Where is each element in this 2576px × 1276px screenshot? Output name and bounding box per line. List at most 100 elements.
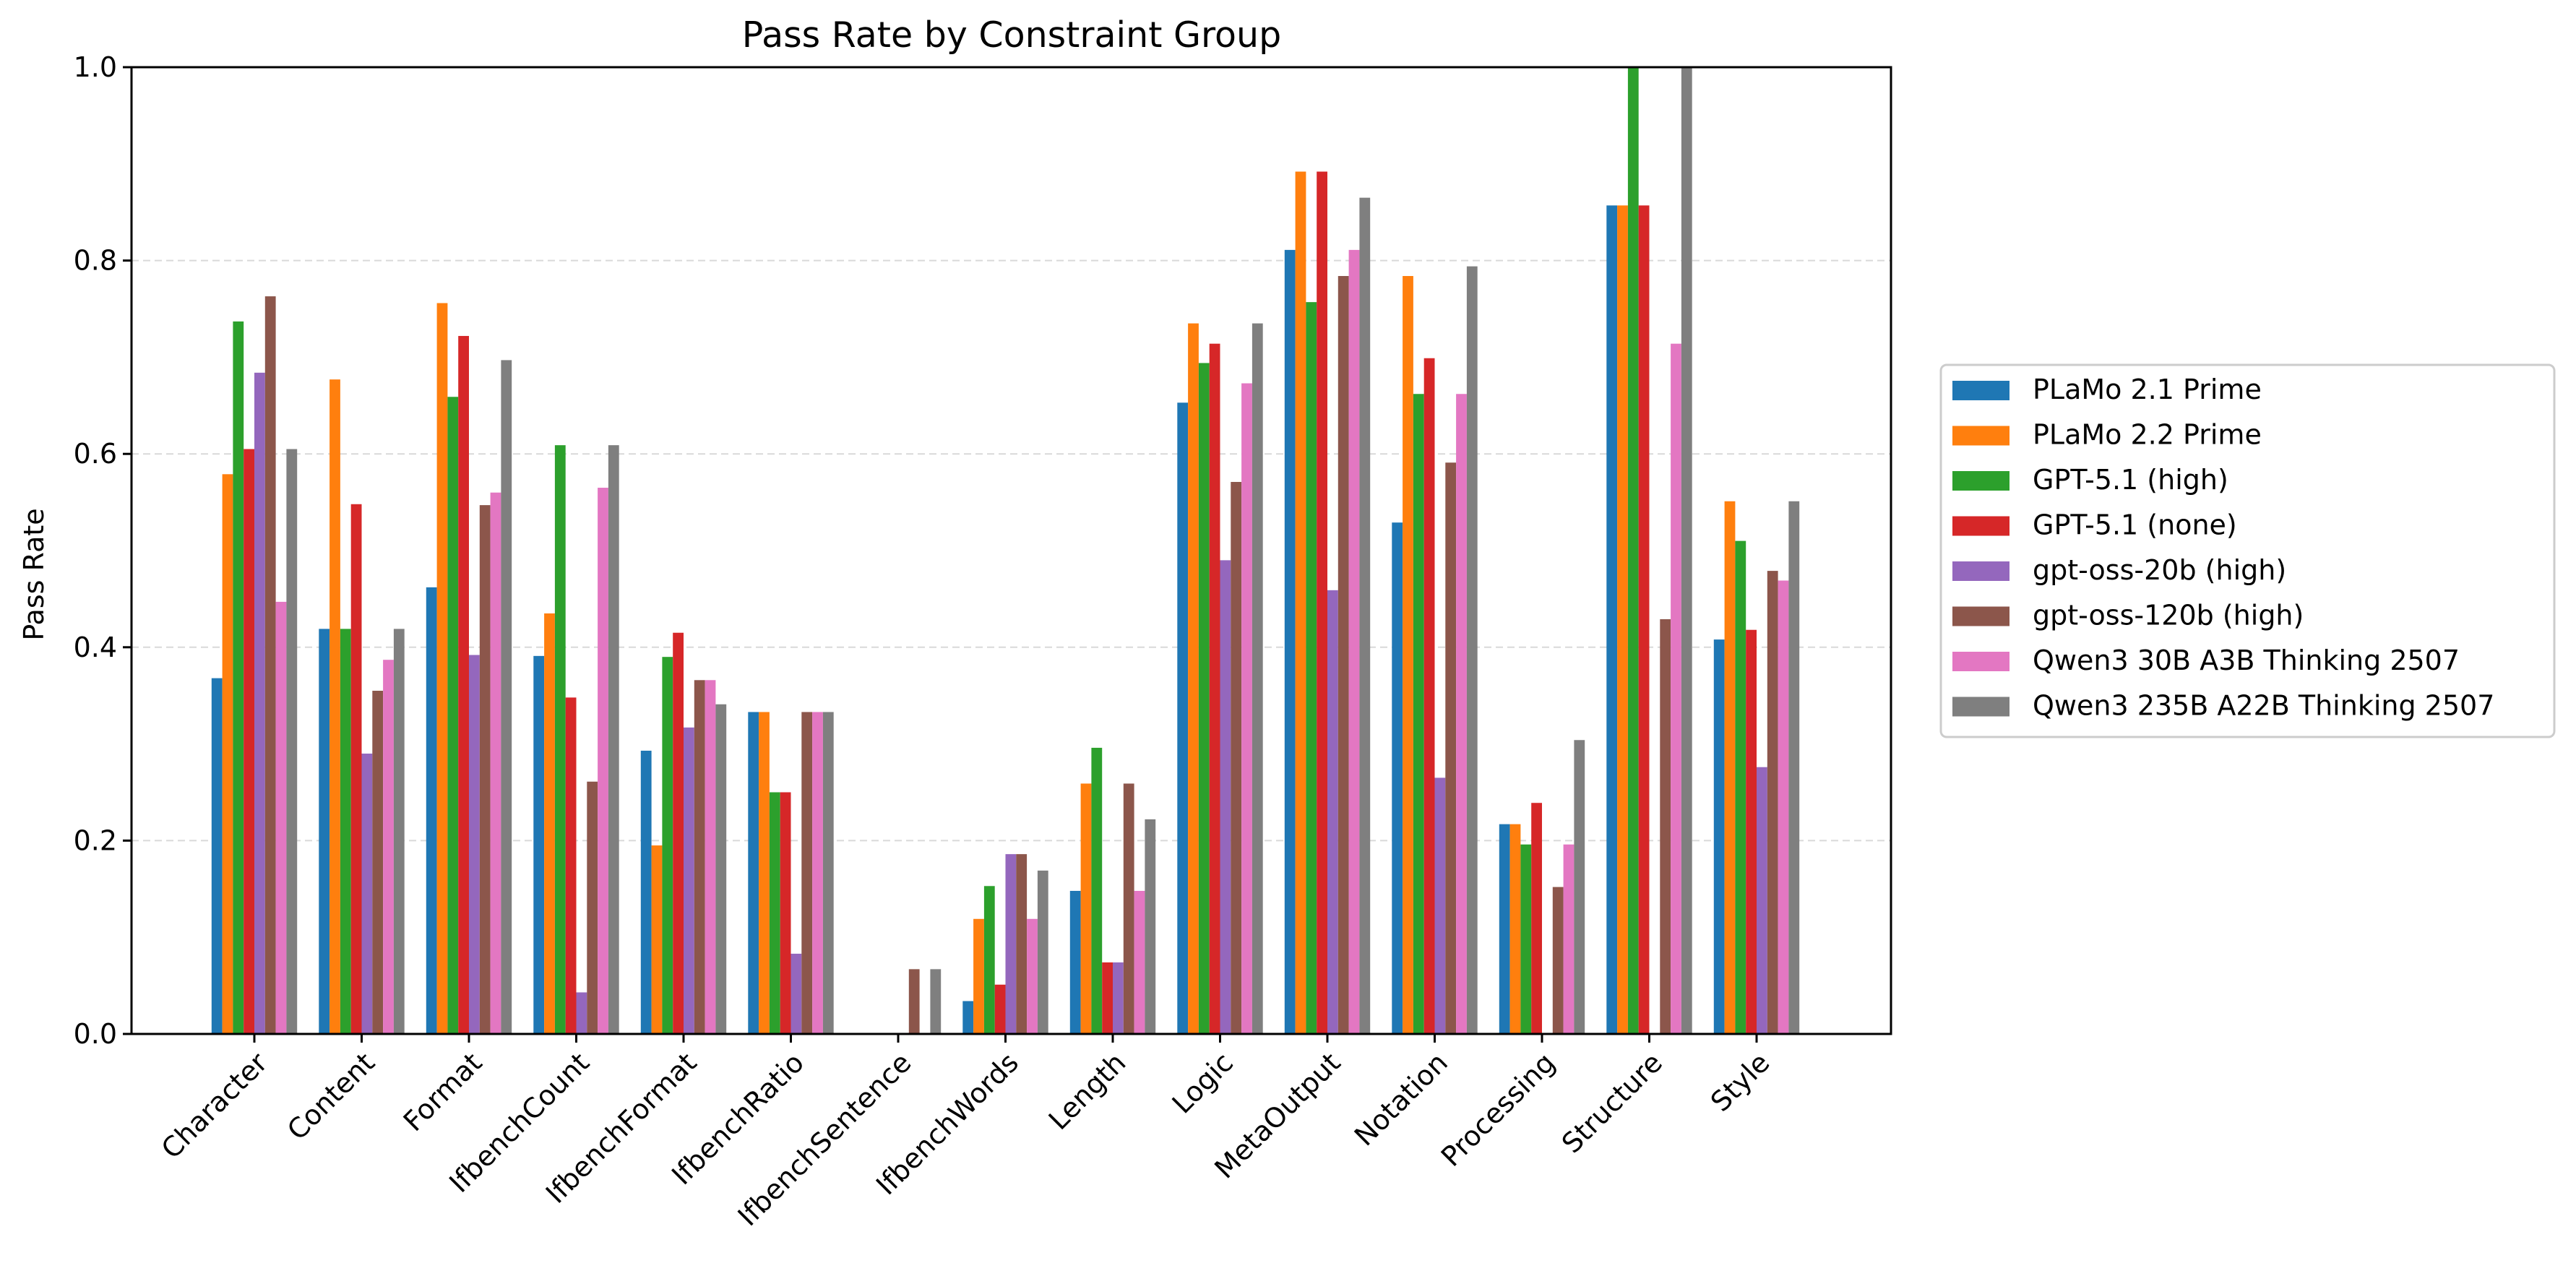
- bar: [264, 296, 276, 1035]
- bar: [1102, 962, 1113, 1034]
- legend: PLaMo 2.1 Prime PLaMo 2.2 Prime GPT-5.1 (h…: [1939, 363, 2556, 738]
- bar: [1746, 629, 1757, 1034]
- bar: [780, 792, 791, 1034]
- legend-swatch: [1952, 426, 2009, 446]
- legend-swatch: [1952, 471, 2009, 491]
- bar: [1563, 844, 1575, 1034]
- bar: [1037, 870, 1048, 1034]
- bar: [1660, 618, 1671, 1034]
- y-tick-label: 0.4: [74, 631, 117, 663]
- bar: [1252, 323, 1263, 1034]
- legend-entry: GPT-5.1 (none): [2033, 509, 2237, 541]
- bar: [1113, 962, 1124, 1034]
- legend-entry: Qwen3 30B A3B Thinking 2507: [2033, 645, 2460, 676]
- bar: [812, 712, 823, 1034]
- bar: [1284, 249, 1296, 1035]
- bar: [1552, 887, 1564, 1034]
- bar: [994, 984, 1006, 1034]
- bar: [1188, 323, 1199, 1034]
- bar: [759, 712, 770, 1034]
- legend-swatch: [1952, 652, 2009, 671]
- legend-entry: PLaMo 2.2 Prime: [2033, 419, 2262, 451]
- bar: [372, 691, 384, 1034]
- y-axis-label: Pass Rate: [18, 508, 50, 640]
- bar: [1016, 854, 1028, 1034]
- y-tick-label: 1.0: [74, 51, 117, 83]
- bar: [973, 918, 984, 1034]
- bar: [436, 303, 448, 1034]
- bar: [1080, 783, 1092, 1034]
- bar: [576, 992, 587, 1034]
- bar: [1337, 276, 1349, 1034]
- bar: [822, 712, 834, 1034]
- bar: [329, 379, 340, 1034]
- bar: [1392, 522, 1403, 1034]
- bar: [598, 488, 608, 1034]
- bar: [1617, 205, 1628, 1035]
- bar: [1767, 571, 1778, 1034]
- bar: [286, 449, 298, 1034]
- bar: [1681, 67, 1692, 1034]
- legend-box: [1939, 363, 2556, 738]
- bar: [1423, 358, 1435, 1034]
- y-tick-label: 0.8: [74, 245, 117, 277]
- bar: [1348, 249, 1360, 1035]
- bar: [1531, 803, 1542, 1034]
- bar: [1231, 482, 1242, 1034]
- bar: [791, 953, 802, 1034]
- bar: [275, 601, 287, 1034]
- bar: [1434, 777, 1446, 1034]
- bar: [565, 697, 577, 1034]
- bar: [490, 492, 501, 1034]
- y-tick-label: 0.0: [74, 1018, 117, 1050]
- bar: [254, 372, 265, 1034]
- bar: [983, 886, 995, 1034]
- gridlines: [132, 259, 1891, 842]
- bar: [684, 727, 694, 1034]
- bar: [1788, 501, 1800, 1034]
- bar: [340, 629, 351, 1034]
- bar: [1509, 824, 1521, 1034]
- bar: [1671, 343, 1681, 1035]
- bar: [1209, 343, 1220, 1035]
- bar: [1735, 540, 1746, 1034]
- legend-swatch: [1952, 561, 2009, 581]
- bar: [1627, 67, 1639, 1034]
- bar: [1574, 740, 1585, 1034]
- bar: [1403, 276, 1413, 1034]
- bar: [554, 445, 566, 1034]
- bar: [1520, 844, 1532, 1034]
- bar: [1327, 590, 1338, 1034]
- bar: [769, 792, 780, 1034]
- bar: [447, 397, 459, 1034]
- bar: [1456, 394, 1467, 1034]
- bar: [501, 360, 512, 1034]
- bar: [1638, 205, 1650, 1035]
- bar: [1724, 501, 1736, 1034]
- bar: [705, 680, 716, 1034]
- bar: [479, 505, 491, 1034]
- legend-swatch: [1952, 516, 2009, 536]
- y-tick-label: 0.2: [74, 824, 117, 856]
- bar: [694, 680, 705, 1034]
- bar: [1177, 402, 1189, 1034]
- bar: [608, 445, 619, 1034]
- bar: [1466, 266, 1478, 1035]
- bar: [715, 704, 727, 1034]
- bar: [319, 629, 330, 1034]
- y-axis: 0.0 0.2 0.4 0.6 0.8 1.0: [74, 51, 132, 1050]
- legend-swatch: [1952, 606, 2009, 626]
- legend-entry: Qwen3 235B A22B Thinking 2507: [2033, 690, 2494, 722]
- bar: [350, 504, 362, 1034]
- bar: [233, 321, 244, 1034]
- bar: [651, 845, 663, 1034]
- bar: [1359, 197, 1371, 1034]
- bar: [1295, 171, 1306, 1034]
- legend-entry: PLaMo 2.1 Prime: [2033, 374, 2262, 405]
- y-tick-label: 0.6: [74, 438, 117, 470]
- bar: [1445, 462, 1457, 1034]
- bars-group: [211, 67, 1800, 1035]
- bar: [211, 678, 223, 1034]
- bar: [1317, 171, 1327, 1034]
